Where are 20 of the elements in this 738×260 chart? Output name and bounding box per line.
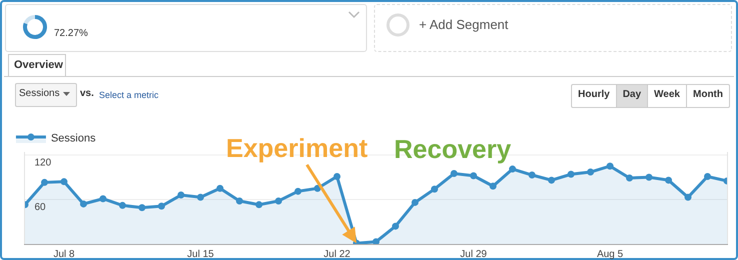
text: Select a metric	[99, 90, 159, 100]
y-tick-label: 120	[34, 157, 52, 168]
legend-label: Sessions	[50, 132, 96, 144]
annotation: Experiment	[226, 133, 368, 163]
text: Day	[616, 85, 648, 107]
text: + Add Segment	[419, 17, 508, 32]
y-tick-label: 60	[34, 202, 46, 213]
text: vs.	[80, 88, 94, 99]
text: Hourly	[577, 88, 611, 102]
text: 72.27%	[54, 28, 88, 39]
annotation: Recovery	[394, 134, 512, 164]
text: Sessions	[19, 88, 60, 99]
text: Month	[686, 85, 729, 107]
text: Overview	[14, 59, 63, 71]
x-tick-label: Jul 8	[53, 249, 75, 260]
x-tick-label: Jul 15	[187, 249, 214, 260]
x-tick-label: Jul 29	[460, 249, 488, 260]
x-tick-label: Jul 22	[324, 249, 351, 260]
x-tick-label: Aug 5	[596, 249, 624, 260]
text: Week	[647, 85, 686, 107]
